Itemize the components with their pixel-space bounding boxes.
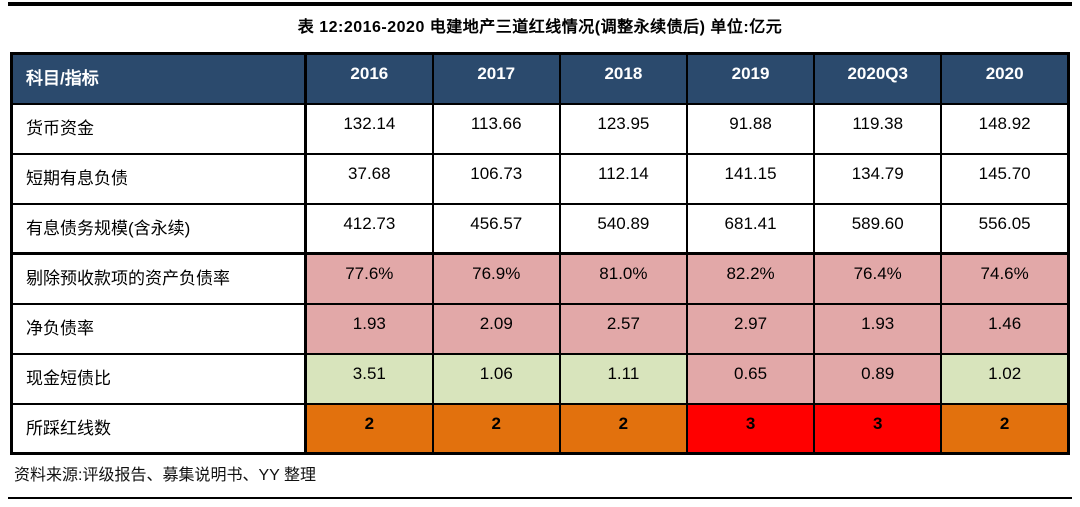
table-row-interest-bearing-debt: 有息债务规模(含永续) 412.73 456.57 540.89 681.41 … <box>10 202 1070 255</box>
cell-2016: 2 <box>304 402 434 455</box>
table-row-net-debt-ratio: 净负债率 1.93 2.09 2.57 2.97 1.93 1.46 <box>10 302 1070 355</box>
cell-2020q3: 3 <box>813 402 943 455</box>
cell-2020: 148.92 <box>940 102 1070 155</box>
cell-2016: 132.14 <box>304 102 434 155</box>
cell-2017: 76.9% <box>431 252 561 305</box>
three-red-lines-table: 科目/指标 2016 2017 2018 2019 2020Q3 2020 货币… <box>10 52 1070 455</box>
row-label: 剔除预收款项的资产负债率 <box>10 252 307 305</box>
cell-2017: 113.66 <box>431 102 561 155</box>
cell-2020q3: 134.79 <box>813 152 943 205</box>
cell-2020: 145.70 <box>940 152 1070 205</box>
table-row-asset-liability-ratio: 剔除预收款项的资产负债率 77.6% 76.9% 81.0% 82.2% 76.… <box>10 252 1070 305</box>
row-label: 货币资金 <box>10 102 307 155</box>
cell-2020: 556.05 <box>940 202 1070 255</box>
cell-2020: 74.6% <box>940 252 1070 305</box>
cell-2020q3: 119.38 <box>813 102 943 155</box>
cell-2019: 0.65 <box>685 352 816 405</box>
cell-2019: 91.88 <box>685 102 816 155</box>
table-row-short-term-debt: 短期有息负债 37.68 106.73 112.14 141.15 134.79… <box>10 152 1070 205</box>
cell-2016: 412.73 <box>304 202 434 255</box>
cell-2020: 1.46 <box>940 302 1070 355</box>
cell-2018: 2.57 <box>558 302 688 355</box>
header-2017: 2017 <box>431 52 561 105</box>
header-subject-indicator: 科目/指标 <box>10 52 307 105</box>
header-2016: 2016 <box>304 52 434 105</box>
cell-2019: 3 <box>685 402 816 455</box>
cell-2019: 681.41 <box>685 202 816 255</box>
cell-2020q3: 0.89 <box>813 352 943 405</box>
cell-2018: 81.0% <box>558 252 688 305</box>
bottom-divider <box>8 497 1072 499</box>
header-2020q3: 2020Q3 <box>813 52 943 105</box>
row-label: 有息债务规模(含永续) <box>10 202 307 255</box>
row-label: 所踩红线数 <box>10 402 307 455</box>
row-label: 现金短债比 <box>10 352 307 405</box>
header-2019: 2019 <box>685 52 816 105</box>
cell-2020q3: 76.4% <box>813 252 943 305</box>
cell-2018: 1.11 <box>558 352 688 405</box>
cell-2020q3: 589.60 <box>813 202 943 255</box>
table-row-cash-short-debt-ratio: 现金短债比 3.51 1.06 1.11 0.65 0.89 1.02 <box>10 352 1070 405</box>
cell-2018: 540.89 <box>558 202 688 255</box>
header-2018: 2018 <box>558 52 688 105</box>
top-divider <box>8 2 1072 6</box>
cell-2020: 2 <box>940 402 1070 455</box>
cell-2016: 37.68 <box>304 152 434 205</box>
cell-2016: 3.51 <box>304 352 434 405</box>
cell-2020: 1.02 <box>940 352 1070 405</box>
cell-2016: 1.93 <box>304 302 434 355</box>
header-row: 科目/指标 2016 2017 2018 2019 2020Q3 2020 <box>10 52 1070 105</box>
header-2020: 2020 <box>940 52 1070 105</box>
cell-2019: 141.15 <box>685 152 816 205</box>
table-row-monetary-funds: 货币资金 132.14 113.66 123.95 91.88 119.38 1… <box>10 102 1070 155</box>
table-row-red-lines-count: 所踩红线数 2 2 2 3 3 2 <box>10 402 1070 455</box>
source-note: 资料来源:评级报告、募集说明书、YY 整理 <box>14 467 316 484</box>
cell-2017: 2 <box>431 402 561 455</box>
table-title: 表 12:2016-2020 电建地产三道红线情况(调整永续债后) 单位:亿元 <box>297 19 783 36</box>
cell-2018: 2 <box>558 402 688 455</box>
cell-2016: 77.6% <box>304 252 434 305</box>
cell-2018: 112.14 <box>558 152 688 205</box>
cell-2017: 106.73 <box>431 152 561 205</box>
cell-2020q3: 1.93 <box>813 302 943 355</box>
cell-2019: 82.2% <box>685 252 816 305</box>
cell-2018: 123.95 <box>558 102 688 155</box>
cell-2019: 2.97 <box>685 302 816 355</box>
row-label: 短期有息负债 <box>10 152 307 205</box>
cell-2017: 456.57 <box>431 202 561 255</box>
cell-2017: 1.06 <box>431 352 561 405</box>
cell-2017: 2.09 <box>431 302 561 355</box>
row-label: 净负债率 <box>10 302 307 355</box>
